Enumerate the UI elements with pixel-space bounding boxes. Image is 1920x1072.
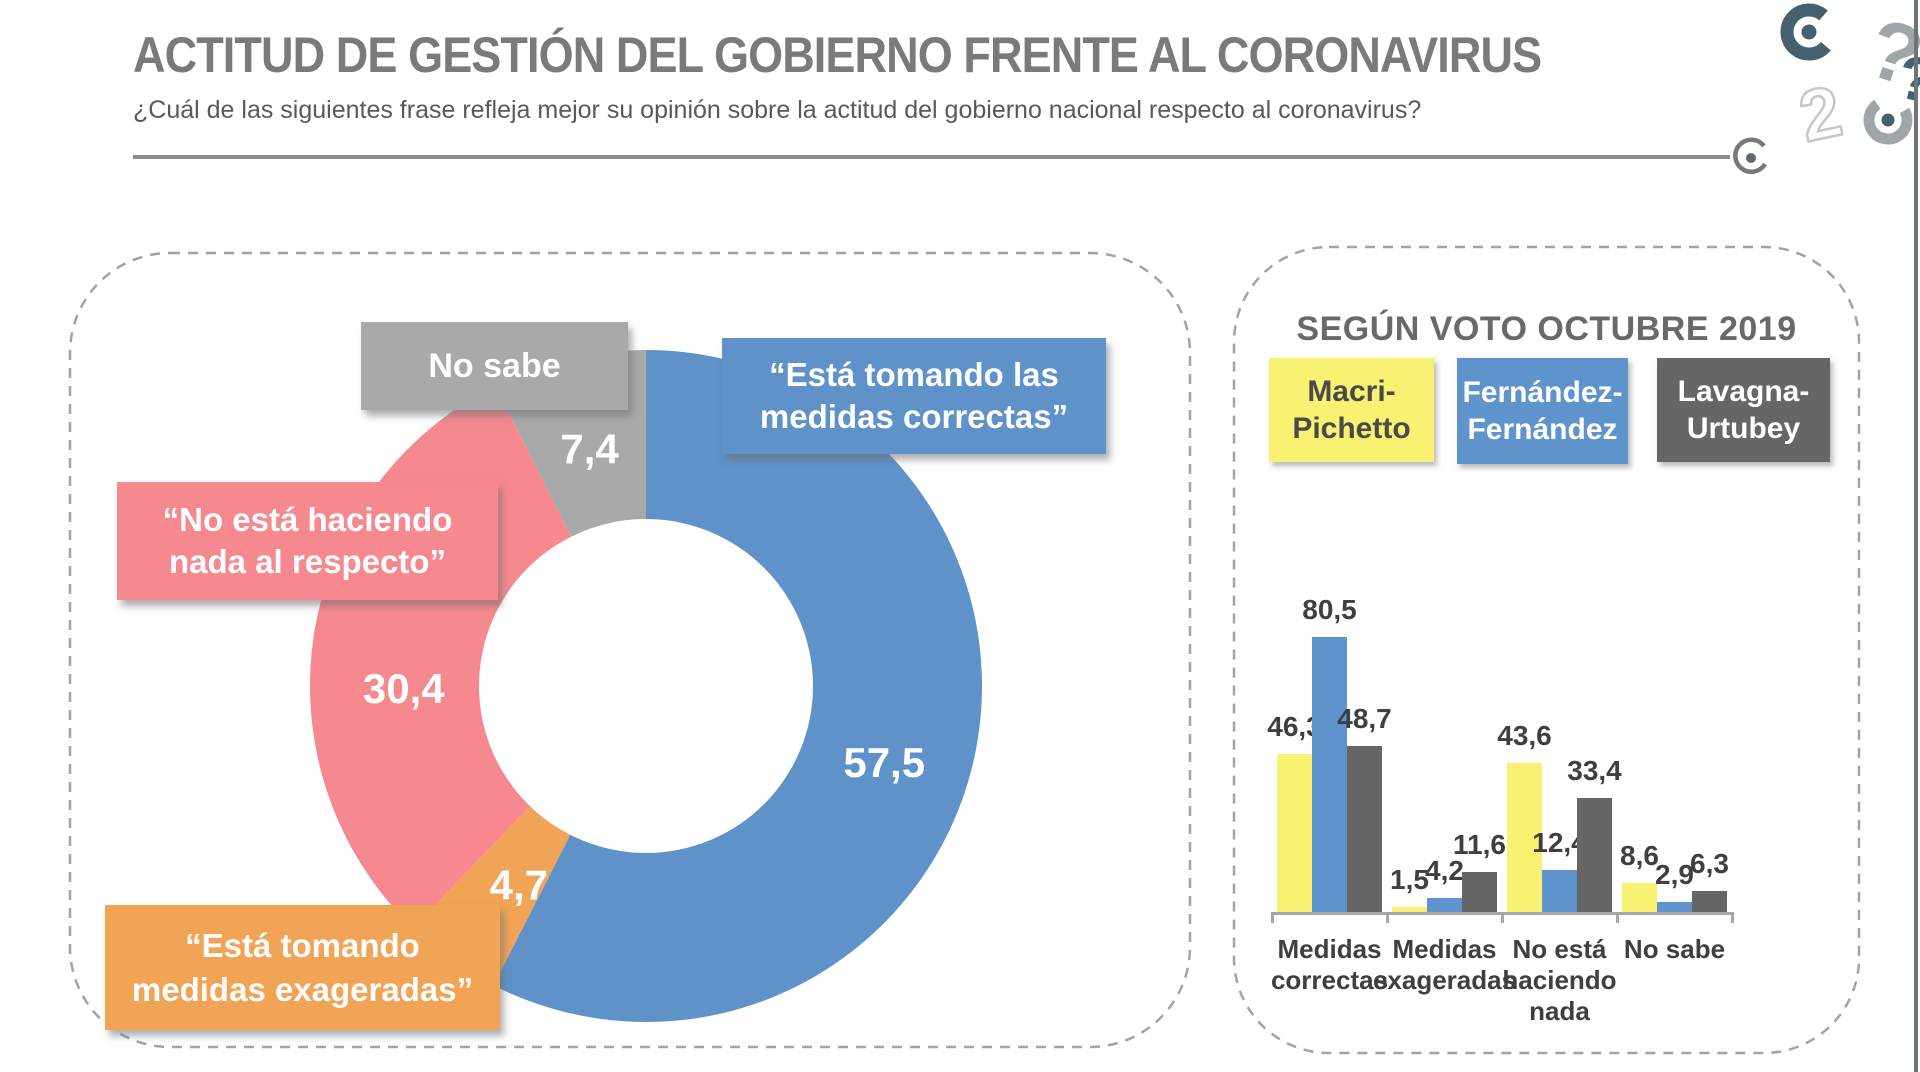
category-label: haciendo <box>1502 965 1617 995</box>
category-label: exageradas <box>1372 965 1517 995</box>
bar-value-label: 11,6 <box>1453 829 1506 861</box>
donut-value-label: 30,4 <box>363 665 445 712</box>
category-label: Medidas <box>1392 934 1497 964</box>
bar-panel-border <box>1232 245 1861 1055</box>
bar-Lavagna-Urtubey <box>1462 872 1497 912</box>
bar-chart-title: SEGÚN VOTO OCTUBRE 2019 <box>1296 310 1797 348</box>
bar-value-label: 4,2 <box>1425 854 1464 886</box>
bar-axis-tick <box>1501 912 1504 923</box>
legend-macri-pichetto: Macri- Pichetto <box>1269 358 1434 462</box>
bar-value-label: 6,3 <box>1690 847 1729 879</box>
category-label: correctas <box>1270 965 1389 995</box>
header-divider <box>133 155 1730 159</box>
legend-label-line: Lavagna- <box>1677 375 1810 408</box>
bar-Lavagna-Urtubey <box>1347 745 1382 912</box>
bar-value-label: 80,5 <box>1302 594 1357 626</box>
spiral-icon <box>1733 137 1767 174</box>
bar-value-label: 33,4 <box>1567 755 1622 787</box>
bar-value-label: 48,7 <box>1337 702 1392 734</box>
bar-axis-tick <box>1386 912 1389 923</box>
callout-line: nada al respecto” <box>169 543 446 580</box>
category-label: Medidas <box>1277 934 1382 964</box>
callout-medidas-exageradas: “Está tomando medidas exageradas” <box>105 905 500 1030</box>
bar-Macri-Pichetto <box>1507 763 1542 912</box>
callout-medidas-correctas: “Está tomando las medidas correctas” <box>722 338 1106 454</box>
bar-Lavagna-Urtubey <box>1577 798 1612 912</box>
legend-label-line: Fernández <box>1467 413 1618 446</box>
bar-Fernández-Fernández <box>1427 897 1462 912</box>
callout-line: No sabe <box>428 346 561 385</box>
bar-value-label: 1,5 <box>1390 863 1429 895</box>
logo-dot-teal-icon <box>1881 113 1895 127</box>
category-label: No está <box>1512 934 1607 964</box>
category-label: No sabe <box>1623 934 1726 964</box>
legend-label-line: Macri- <box>1307 375 1396 408</box>
donut-panel-border <box>68 251 1192 1049</box>
donut-value-label: 7,4 <box>560 426 619 473</box>
page-title: ACTITUD DE GESTIÓN DEL GOBIERNO FRENTE A… <box>133 27 1542 83</box>
donut-hole <box>479 519 813 853</box>
callout-line: “No está haciendo <box>162 501 453 538</box>
page-subtitle: ¿Cuál de las siguientes frase refleja me… <box>133 96 1422 124</box>
legend-fernandez-fernandez: Fernández- Fernández <box>1457 358 1628 464</box>
bar-value-label: 2,9 <box>1655 859 1694 891</box>
bar-Macri-Pichetto <box>1392 906 1427 912</box>
bar-value-label: 43,6 <box>1497 720 1552 752</box>
donut-value-label: 57,5 <box>843 739 925 786</box>
bar-Macri-Pichetto <box>1277 754 1312 912</box>
logo-dot-dark-icon <box>1801 24 1817 40</box>
callout-line: medidas exageradas” <box>131 970 474 1008</box>
category-label: nada <box>1529 996 1590 1026</box>
bar-Fernández-Fernández <box>1312 637 1347 912</box>
bar-value-label: 8,6 <box>1620 839 1659 871</box>
spiral-dot <box>1746 153 1756 163</box>
legend-label-line: Pichetto <box>1292 412 1411 445</box>
bar-Fernández-Fernández <box>1542 869 1577 912</box>
bar-axis-tick <box>1271 912 1274 923</box>
legend-label-line: Fernández- <box>1462 376 1623 409</box>
callout-line: “Está tomando las <box>769 356 1059 393</box>
legend-lavagna-urtubey: Lavagna- Urtubey <box>1657 358 1830 462</box>
callout-no-esta-haciendo: “No está haciendo nada al respecto” <box>117 482 498 600</box>
spiral-arc <box>1733 137 1767 174</box>
legend-label-line: Urtubey <box>1686 412 1801 445</box>
bar-Fernández-Fernández <box>1657 902 1692 912</box>
donut-value-label: 4,7 <box>490 862 548 909</box>
bar-axis-tick <box>1616 912 1619 923</box>
callout-line: medidas correctas” <box>759 398 1069 435</box>
bar-Lavagna-Urtubey <box>1692 890 1727 912</box>
bar-Macri-Pichetto <box>1622 882 1657 912</box>
callout-line: “Está tomando <box>185 926 420 964</box>
window-edge-line <box>1914 0 1918 1072</box>
callout-no-sabe: No sabe <box>361 322 628 410</box>
bar-axis-tick <box>1731 912 1734 923</box>
